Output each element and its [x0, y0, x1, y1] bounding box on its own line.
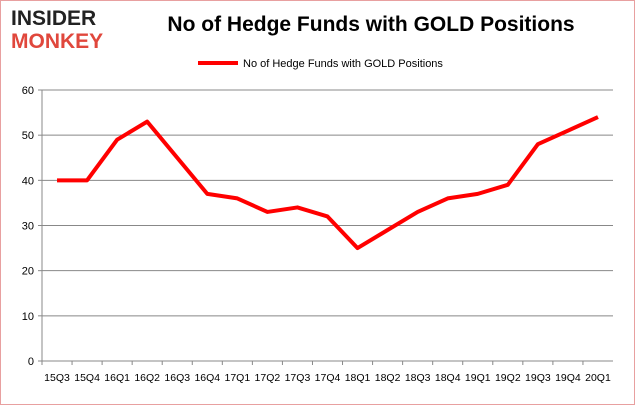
x-tick-label: 16Q1 — [104, 372, 130, 384]
insider-monkey-logo: INSIDER MONKEY — [11, 7, 103, 51]
x-tick-label: 16Q3 — [164, 372, 190, 384]
svg-text:MONKEY: MONKEY — [11, 30, 103, 51]
svg-text:INSIDER: INSIDER — [11, 7, 96, 30]
series-line — [57, 115, 599, 251]
y-tick-label: 50 — [22, 130, 34, 142]
y-tick-label: 10 — [22, 311, 34, 323]
x-tick-label: 19Q1 — [465, 372, 491, 384]
x-tick-label: 17Q4 — [315, 372, 341, 384]
x-tick-label: 18Q2 — [375, 372, 401, 384]
y-tick-label: 40 — [22, 175, 34, 187]
x-tick-label: 17Q2 — [255, 372, 281, 384]
x-tick-label: 18Q1 — [345, 372, 371, 384]
x-tick-label: 15Q4 — [74, 372, 100, 384]
x-tick-label: 20Q1 — [585, 372, 611, 384]
x-tick-label: 16Q2 — [134, 372, 160, 384]
x-tick-label: 15Q3 — [44, 372, 70, 384]
y-tick-label: 60 — [22, 85, 34, 97]
x-tick-label: 19Q3 — [525, 372, 551, 384]
x-tick-label: 19Q4 — [555, 372, 581, 384]
y-tick-label: 20 — [22, 266, 34, 278]
y-tick-label: 0 — [28, 356, 34, 368]
chart-title: No of Hedge Funds with GOLD Positions — [167, 13, 575, 36]
legend-label: No of Hedge Funds with GOLD Positions — [243, 58, 443, 70]
x-tick-label: 19Q2 — [495, 372, 521, 384]
x-tick-label: 18Q4 — [435, 372, 461, 384]
x-tick-label: 17Q1 — [224, 372, 250, 384]
x-tick-label: 17Q3 — [285, 372, 311, 384]
x-tick-label: 18Q3 — [405, 372, 431, 384]
x-tick-label: 16Q4 — [194, 372, 220, 384]
y-tick-label: 30 — [22, 221, 34, 233]
